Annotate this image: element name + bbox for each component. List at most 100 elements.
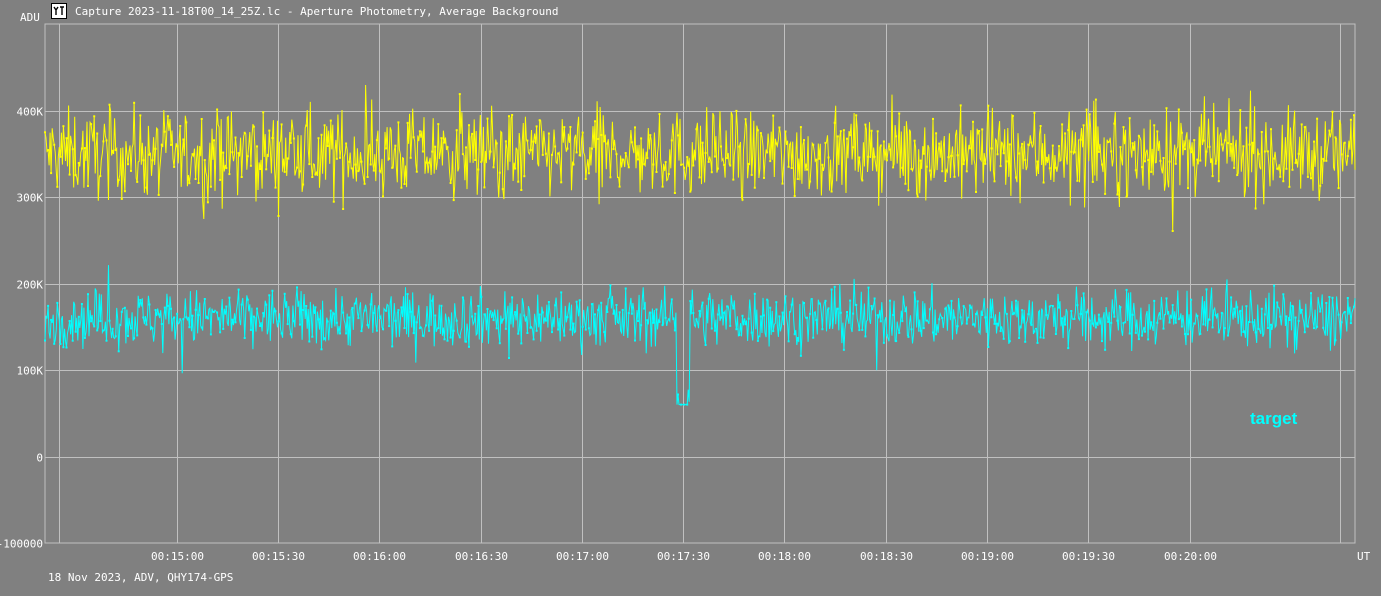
- target-series-point: [1110, 321, 1113, 324]
- x-tick-label: 00:19:00: [961, 550, 1014, 563]
- x-tick-label: 00:17:30: [657, 550, 710, 563]
- comparison-series-point: [846, 137, 848, 140]
- comparison-series-point: [179, 125, 182, 127]
- comparison-series-point: [329, 119, 332, 122]
- comparison-series-point: [228, 173, 231, 176]
- target-series-point: [369, 303, 372, 306]
- target-series-point: [732, 307, 735, 310]
- target-series-point: [892, 314, 895, 316]
- comparison-series-point: [1300, 123, 1303, 126]
- comparison-series-point: [1122, 126, 1125, 129]
- comparison-series-point: [65, 137, 68, 140]
- comparison-series-point: [1054, 166, 1057, 169]
- comparison-series-point: [188, 182, 191, 185]
- comparison-series-point: [1128, 117, 1131, 120]
- y-axis-ticks: -100000 0 100K 200K 300K 400K: [0, 106, 43, 551]
- target-series-point: [747, 317, 750, 320]
- comparison-series-point: [1116, 193, 1119, 196]
- comparison-series-point: [148, 153, 151, 156]
- comparison-series-point: [1042, 181, 1045, 184]
- target-series-point: [114, 335, 117, 338]
- target-series-point: [1048, 305, 1051, 308]
- comparison-series-point: [1137, 134, 1140, 137]
- target-series-point: [830, 288, 833, 291]
- x-tick-label: 00:16:00: [353, 550, 406, 563]
- target-series-point: [1094, 326, 1097, 329]
- comparison-series-point: [397, 121, 400, 124]
- target-series-point: [489, 310, 492, 313]
- target-series-point: [1279, 315, 1282, 318]
- comparison-series-point: [1104, 192, 1107, 195]
- comparison-series-point: [535, 125, 538, 128]
- target-series-point: [348, 316, 351, 319]
- comparison-series-point: [799, 126, 802, 129]
- target-series-point: [296, 286, 298, 289]
- target-series-point: [1276, 301, 1279, 304]
- comparison-series-point: [1242, 145, 1245, 148]
- target-series-point: [176, 312, 179, 315]
- comparison-series-point: [1085, 108, 1088, 111]
- comparison-series-point: [234, 136, 237, 139]
- plot-frame: [44, 23, 1356, 544]
- comparison-series-point: [907, 189, 910, 192]
- comparison-series-point: [935, 132, 938, 135]
- target-series-point: [378, 317, 381, 320]
- comparison-series-point: [953, 175, 956, 178]
- comparison-series-point: [756, 129, 759, 132]
- target-series-point: [222, 327, 225, 330]
- target-series-point: [428, 329, 431, 332]
- target-series-point: [677, 393, 679, 396]
- comparison-series-point: [710, 171, 713, 174]
- target-series-point: [492, 319, 495, 322]
- target-series-point: [191, 314, 194, 317]
- comparison-series-point: [486, 117, 489, 120]
- comparison-series-point: [1039, 125, 1042, 127]
- target-series-point: [173, 316, 176, 319]
- target-series-point: [615, 304, 618, 306]
- target-series-point: [1091, 322, 1094, 325]
- target-series-point: [723, 311, 726, 314]
- target-series-point: [1076, 304, 1079, 307]
- lightcurve-app-icon[interactable]: [51, 3, 67, 19]
- comparison-series-point: [237, 152, 240, 155]
- comparison-series-point: [916, 195, 919, 198]
- comparison-series-point: [824, 141, 827, 144]
- comparison-series-point: [252, 125, 255, 128]
- comparison-series-point: [704, 151, 707, 154]
- comparison-series-point: [978, 130, 981, 132]
- target-series-point: [1285, 315, 1288, 318]
- comparison-series-point: [299, 170, 301, 173]
- comparison-series-point: [1319, 184, 1322, 187]
- target-series-point: [637, 320, 639, 322]
- target-series-point: [855, 303, 858, 306]
- comparison-series-point: [326, 145, 329, 147]
- x-axis-ticks: 00:15:00 00:15:30 00:16:00 00:16:30 00:17:00…: [151, 550, 1371, 563]
- comparison-series-point: [1045, 156, 1048, 159]
- comparison-series-point: [1322, 157, 1325, 160]
- target-series-point: [449, 336, 452, 339]
- comparison-series-point: [873, 155, 876, 158]
- comparison-series-point: [314, 173, 317, 176]
- comparison-series-point: [1282, 180, 1285, 183]
- target-series-point: [1300, 308, 1303, 311]
- target-series-point: [996, 322, 999, 325]
- comparison-series-point: [1134, 169, 1137, 172]
- comparison-series-point: [686, 156, 689, 159]
- target-series-point: [652, 321, 655, 324]
- comparison-series-point: [809, 180, 812, 183]
- comparison-series-point: [1147, 159, 1150, 161]
- target-series-point: [947, 304, 950, 307]
- target-series-point: [1015, 299, 1017, 302]
- comparison-series-point: [1107, 141, 1110, 144]
- target-series-point: [47, 304, 50, 307]
- target-series-point: [962, 305, 965, 308]
- comparison-series-point: [658, 113, 661, 116]
- x-tick-label: 00:15:30: [252, 550, 305, 563]
- comparison-series-point: [968, 147, 971, 150]
- target-series-point: [907, 335, 910, 338]
- comparison-series-point: [1254, 207, 1257, 210]
- comparison-series-point: [197, 182, 200, 184]
- target-series-point: [756, 339, 759, 342]
- target-series-point: [1313, 327, 1315, 330]
- comparison-series-point: [990, 147, 993, 150]
